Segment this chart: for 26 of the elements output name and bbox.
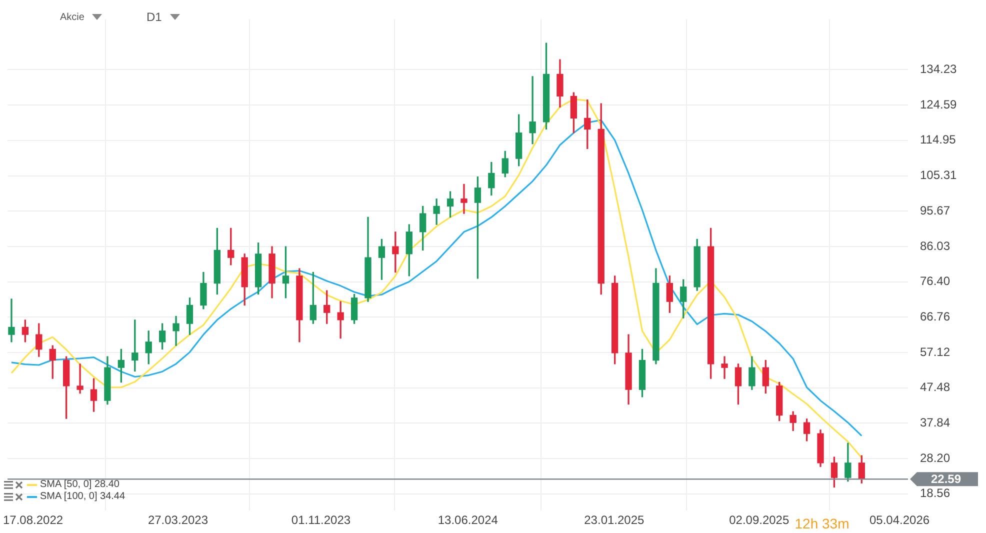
legend-label: SMA [50, 0] 28.40 — [40, 479, 120, 491]
x-tick-label: 17.08.2022 — [3, 513, 64, 528]
x-tick-label: 05.04.2026 — [869, 513, 930, 528]
y-tick-label: 28.20 — [920, 450, 950, 465]
y-tick-label: 76.40 — [920, 274, 950, 288]
y-tick-label: 134.23 — [920, 62, 958, 76]
x-tick-label: 02.09.2025 — [729, 513, 790, 528]
y-tick-label: 47.48 — [920, 380, 950, 394]
legend-label: SMA [100, 0] 34.44 — [40, 491, 126, 503]
y-tick-label: 86.03 — [920, 238, 950, 253]
y-tick-label: 37.84 — [920, 415, 950, 430]
ref-line-label: 22.59 — [930, 472, 962, 486]
text: 12h 33m — [794, 515, 850, 532]
y-tick-label: 66.76 — [920, 309, 950, 324]
y-tick-label: 18.56 — [920, 486, 950, 500]
y-tick-label: 105.31 — [920, 168, 958, 182]
y-tick-label: 114.95 — [920, 132, 956, 147]
x-tick-label: 27.03.2023 — [148, 513, 208, 528]
x-tick-label: 01.11.2023 — [291, 513, 351, 528]
x-tick-label: 13.06.2024 — [438, 513, 498, 528]
y-tick-label: 57.12 — [920, 344, 950, 359]
annotation: Akcie — [60, 12, 84, 22]
y-tick-label: 124.59 — [920, 97, 958, 112]
annotation: D1 — [146, 10, 162, 24]
x-tick-label: 23.01.2025 — [584, 513, 645, 528]
y-tick-label: 95.67 — [920, 203, 950, 218]
